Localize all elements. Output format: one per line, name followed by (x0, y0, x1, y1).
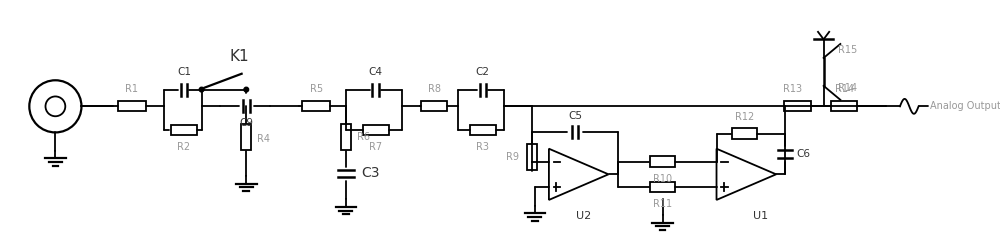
Bar (650, 182, 675, 192)
Text: R3: R3 (476, 142, 489, 152)
Text: C9: C9 (239, 119, 253, 128)
Text: R1: R1 (125, 84, 138, 94)
Bar (732, 128, 757, 139)
Circle shape (244, 87, 249, 92)
Text: R7: R7 (369, 142, 382, 152)
Text: R5: R5 (310, 84, 323, 94)
Text: U1: U1 (753, 211, 768, 221)
Text: R8: R8 (428, 84, 441, 94)
Text: R11: R11 (653, 199, 672, 209)
Bar (241, 124, 251, 150)
Text: R12: R12 (735, 112, 754, 123)
Text: R14: R14 (838, 83, 858, 93)
Bar (831, 101, 857, 112)
Bar (470, 124, 496, 135)
Text: R13: R13 (783, 84, 802, 94)
Text: C3: C3 (361, 166, 379, 180)
Bar (302, 101, 330, 112)
Bar (421, 101, 447, 112)
Bar (363, 124, 389, 135)
Text: C1: C1 (177, 66, 191, 76)
Text: R14: R14 (835, 84, 854, 94)
Text: U2: U2 (576, 211, 591, 221)
Text: R2: R2 (177, 142, 190, 152)
Text: R10: R10 (653, 174, 672, 184)
Text: C2: C2 (476, 66, 490, 76)
Bar (527, 144, 537, 170)
Bar (171, 124, 197, 135)
Text: C6: C6 (797, 149, 811, 159)
Text: R4: R4 (257, 134, 270, 144)
Bar (650, 156, 675, 167)
Text: Analog Output: Analog Output (930, 101, 1000, 111)
Circle shape (199, 87, 204, 92)
Bar (784, 101, 811, 112)
Text: R15: R15 (838, 46, 858, 56)
Text: C4: C4 (369, 66, 383, 76)
Bar (341, 124, 351, 150)
Text: R9: R9 (506, 152, 519, 162)
Text: K1: K1 (229, 49, 249, 63)
Text: C5: C5 (568, 111, 582, 121)
Bar (118, 101, 146, 112)
Text: R6: R6 (357, 132, 370, 142)
